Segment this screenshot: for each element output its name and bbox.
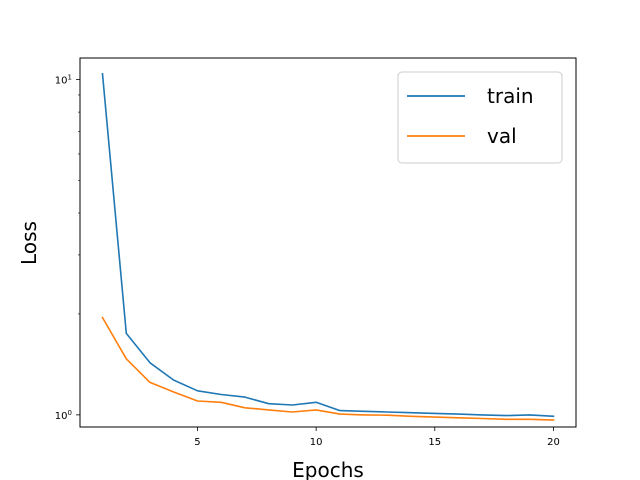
y-tick-label: 101 xyxy=(55,74,72,87)
series-line-train xyxy=(101,73,555,418)
legend-frame xyxy=(397,71,563,164)
x-axis-title: Epochs xyxy=(292,458,364,480)
x-tick-label: 5 xyxy=(194,437,200,448)
y-tick-label: 100 xyxy=(55,409,72,422)
legend-label-train: train xyxy=(487,84,534,108)
legend-label-val: val xyxy=(487,124,517,148)
x-tick-label: 20 xyxy=(547,437,560,448)
plot-frame xyxy=(79,57,577,428)
y-axis-title: Loss xyxy=(17,221,41,265)
ticks-layer: 5 10 15 20 100 101 xyxy=(55,74,560,448)
series-layer xyxy=(101,73,555,421)
legend: train val xyxy=(397,71,563,164)
x-tick-label: 10 xyxy=(310,437,323,448)
series-line-val xyxy=(101,316,555,421)
x-tick-label: 15 xyxy=(428,437,441,448)
